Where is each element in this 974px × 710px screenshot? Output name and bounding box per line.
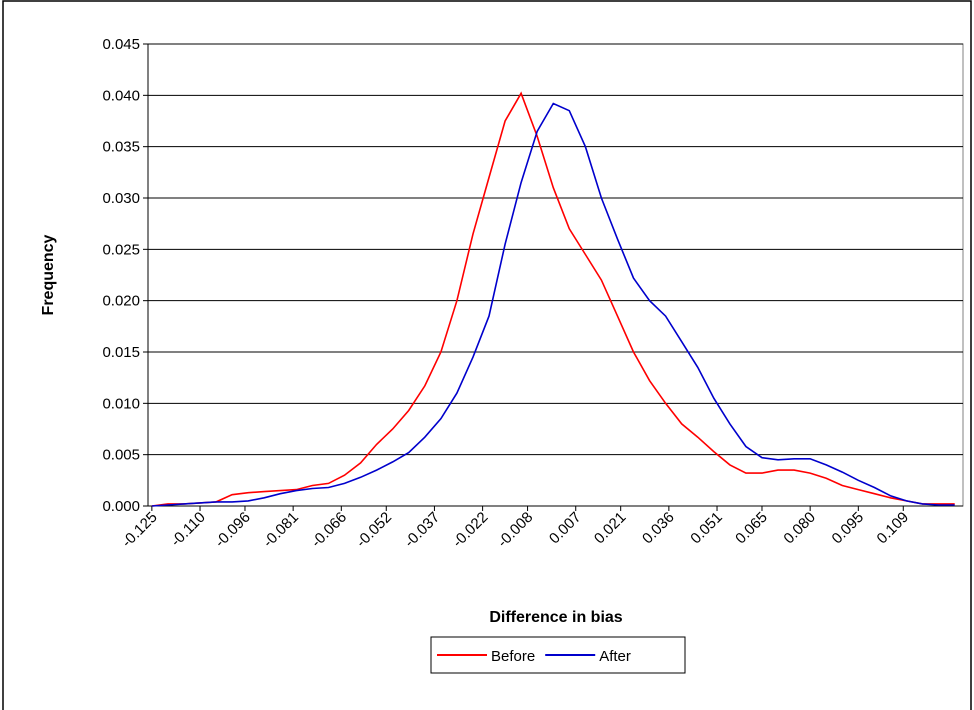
y-tick-label: 0.040 [102, 87, 140, 104]
legend-label: After [599, 648, 631, 665]
y-tick-label: 0.000 [102, 498, 140, 515]
legend: Before After [430, 636, 686, 674]
y-tick-label: 0.020 [102, 293, 140, 310]
y-tick-label: 0.010 [102, 395, 140, 412]
y-tick-label: 0.045 [102, 36, 140, 53]
legend-label: Before [491, 648, 535, 665]
y-tick-label: 0.015 [102, 344, 140, 361]
y-tick-label: 0.030 [102, 190, 140, 207]
plot-area [147, 43, 964, 507]
y-axis-title: Frequency [40, 234, 57, 315]
data-line [151, 102, 955, 507]
y-tick-label: 0.025 [102, 241, 140, 258]
y-tick-label: 0.035 [102, 139, 140, 156]
y-tick-label: 0.005 [102, 447, 140, 464]
data-line [151, 91, 955, 507]
x-axis-title: Difference in bias [489, 609, 622, 626]
